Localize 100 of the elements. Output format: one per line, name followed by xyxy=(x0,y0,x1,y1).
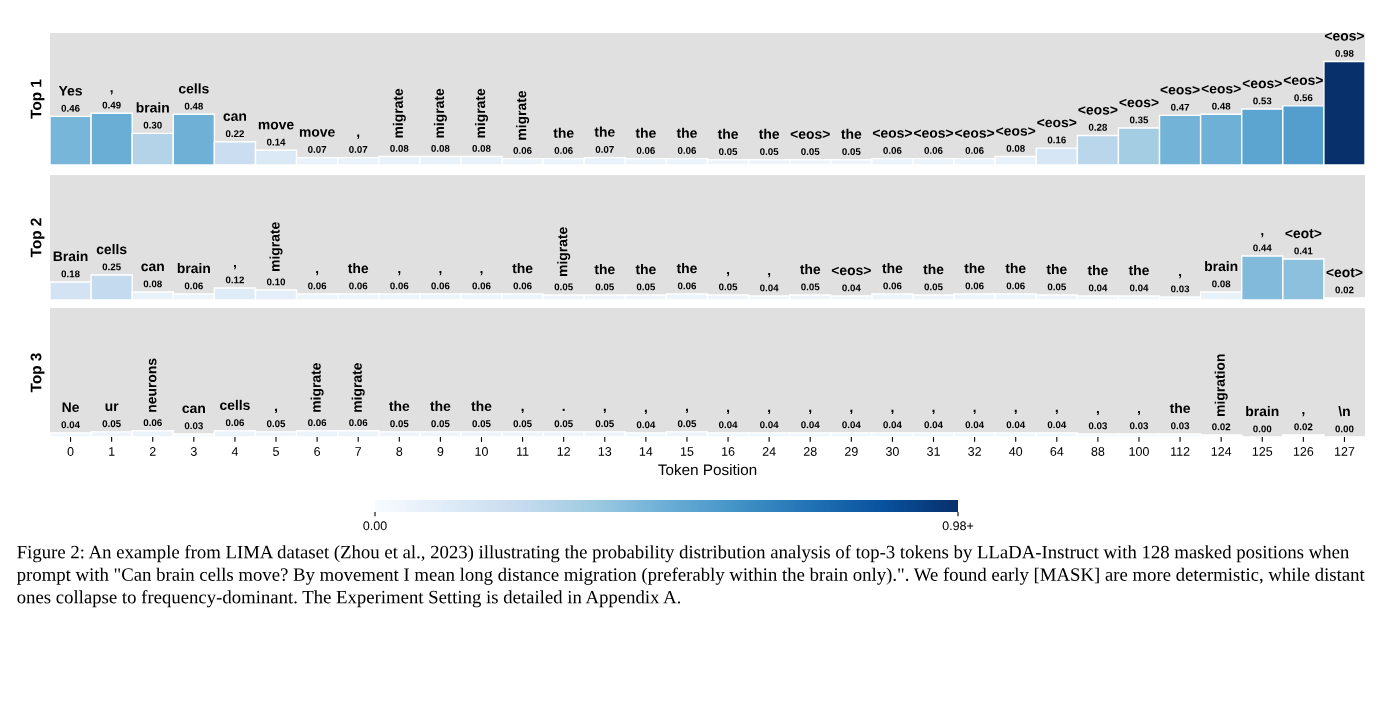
data-label: 0.04 xyxy=(636,421,656,429)
x-tick-label: 30 xyxy=(885,447,899,456)
annotation: migrate xyxy=(392,88,406,138)
data-label: 0.41 xyxy=(1294,247,1313,255)
data-label: 0.05 xyxy=(842,148,861,156)
data-label: 0.04 xyxy=(924,421,943,429)
data-label: 0.06 xyxy=(513,282,532,290)
data-label: 0.06 xyxy=(677,282,697,290)
data-label: 0.49 xyxy=(102,101,121,109)
y-axis-title: Top 1 xyxy=(30,79,45,119)
data-label: 0.04 xyxy=(842,421,861,429)
annotation: the xyxy=(1046,264,1067,275)
x-tick-label: 24 xyxy=(762,447,776,456)
annotation: the xyxy=(841,128,862,139)
x-tick-label: 7 xyxy=(355,447,362,456)
annotation: , xyxy=(1138,410,1140,416)
data-label: 0.46 xyxy=(61,104,80,112)
data-label: 0.06 xyxy=(184,282,203,290)
annotation: <eos> xyxy=(872,129,912,138)
annotation: , xyxy=(1302,411,1305,417)
data-label: 0.05 xyxy=(801,148,820,156)
data-label: 0.06 xyxy=(554,147,573,154)
data-label: 0.03 xyxy=(1129,422,1149,430)
annotation: , xyxy=(603,408,606,414)
data-label: 0.04 xyxy=(1088,284,1108,292)
x-tick-label: 5 xyxy=(273,447,279,456)
data-label: 0.05 xyxy=(390,420,409,428)
annotation: the xyxy=(389,400,410,412)
data-label: 0.08 xyxy=(431,144,450,152)
color-bar-label: 0.98+ xyxy=(942,521,974,531)
data-label: 0.06 xyxy=(308,419,327,427)
data-label: 0.06 xyxy=(349,282,368,290)
data-label: 0.05 xyxy=(718,148,738,156)
x-tick-label: 29 xyxy=(845,447,858,456)
x-tick-label: 1 xyxy=(109,447,115,456)
annotation: <eos> xyxy=(1119,98,1159,108)
annotation: the xyxy=(1128,265,1149,276)
annotation: the xyxy=(923,264,944,275)
data-label: 0.56 xyxy=(1294,94,1313,102)
annotation: , xyxy=(932,409,935,415)
annotation: the xyxy=(1169,402,1191,414)
annotation: , xyxy=(727,409,730,415)
annotation: , xyxy=(398,270,401,276)
data-label: 0.35 xyxy=(1129,116,1149,124)
data-label: 0.04 xyxy=(718,421,738,429)
data-label: 0.06 xyxy=(513,147,532,154)
data-label: 0.02 xyxy=(1212,423,1231,431)
annotation: <eos> xyxy=(1283,76,1323,86)
data-label: 0.48 xyxy=(184,102,203,110)
x-tick-label: 6 xyxy=(314,447,321,456)
annotation: brain xyxy=(136,102,169,113)
data-label: 0.04 xyxy=(1006,421,1026,429)
annotation: the xyxy=(799,264,821,275)
x-tick-label: 14 xyxy=(639,447,653,456)
annotation: migration xyxy=(1214,354,1228,416)
data-label: 0.05 xyxy=(102,420,121,428)
annotation: Ne xyxy=(62,402,79,413)
data-label: 0.05 xyxy=(718,283,738,291)
x-tick-label: 40 xyxy=(1009,447,1023,456)
data-label: 0.02 xyxy=(1294,423,1313,431)
x-axis-title: Token Position xyxy=(658,463,757,476)
y-axis-title: Top 2 xyxy=(30,218,45,258)
annotation: , xyxy=(316,270,319,276)
annotation: <eos> xyxy=(1037,118,1077,128)
annotation: migrate xyxy=(433,88,447,138)
annotation: <eos> xyxy=(831,266,871,276)
x-tick-label: 4 xyxy=(231,447,239,456)
data-label: 0.02 xyxy=(1335,286,1354,294)
annotation: Yes xyxy=(58,85,82,96)
annotation: the xyxy=(1087,265,1108,276)
data-label: 0.06 xyxy=(308,282,327,290)
data-label: 0.06 xyxy=(883,147,902,154)
data-label: 0.08 xyxy=(1006,144,1025,152)
data-label: 0.05 xyxy=(472,420,491,428)
annotation: , xyxy=(275,408,278,414)
annotation: the xyxy=(594,264,615,275)
data-label: 0.04 xyxy=(883,421,902,429)
data-label: 0.18 xyxy=(61,270,80,278)
annotation: migrate xyxy=(557,227,571,277)
annotation: the xyxy=(553,127,574,138)
x-tick-label: 15 xyxy=(680,447,694,456)
data-label: 0.05 xyxy=(924,283,943,291)
annotation: the xyxy=(594,126,615,137)
x-tick-label: 28 xyxy=(803,447,817,456)
annotation: <eos> xyxy=(1078,106,1118,115)
annotation: , xyxy=(850,409,853,415)
annotation: the xyxy=(676,127,697,138)
annotation: migrate xyxy=(269,222,283,272)
annotation: the xyxy=(758,128,780,139)
data-label: 0.07 xyxy=(349,146,368,153)
annotation: , xyxy=(1096,410,1099,416)
annotation: can xyxy=(223,113,247,121)
annotation: , xyxy=(521,408,524,414)
x-tick-label: 16 xyxy=(722,447,735,456)
x-tick-label: 124 xyxy=(1211,447,1232,456)
data-label: 0.05 xyxy=(595,283,614,291)
annotation: , xyxy=(973,409,976,415)
annotation: the xyxy=(882,263,903,274)
data-label: 0.03 xyxy=(184,422,203,430)
annotation: , xyxy=(891,409,894,415)
